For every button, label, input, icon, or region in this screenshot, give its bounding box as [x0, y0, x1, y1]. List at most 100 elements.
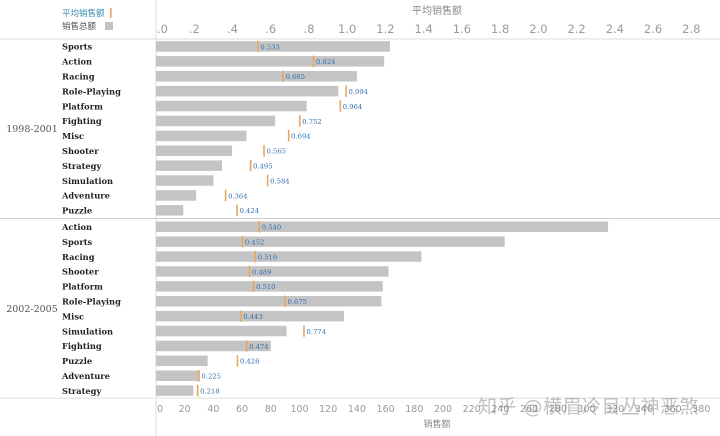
genre-label: Misc [62, 311, 84, 321]
genre-label: Strategy [62, 386, 102, 396]
avg-sales-marker [303, 325, 305, 337]
top-axis-tick-label: 2.4 [606, 22, 624, 36]
avg-sales-label: 0.225 [202, 373, 221, 381]
total-sales-bar [156, 266, 389, 277]
bottom-axis-tick-label: 100 [290, 404, 308, 415]
avg-sales-marker [236, 355, 239, 367]
avg-sales-marker [284, 295, 286, 307]
avg-sales-label: 0.752 [302, 118, 321, 126]
avg-sales-label: 0.994 [349, 88, 368, 96]
avg-sales-label: 0.675 [288, 298, 307, 306]
avg-sales-marker [249, 159, 252, 172]
genre-label: Fighting [62, 116, 102, 126]
avg-sales-marker [258, 221, 261, 233]
avg-sales-marker [345, 85, 347, 97]
total-sales-bar [156, 385, 194, 396]
avg-sales-label: 0.452 [245, 238, 264, 246]
bottom-axis-tick-label: 160 [377, 404, 395, 415]
top-axis-ticks: .0 .2 .4 .6 .8 1.0 1.2 1.4 1.6 1.8 2.0 2.2 2.4 2.6 2.8 [157, 22, 700, 36]
avg-sales-marker [266, 174, 269, 187]
avg-sales-label: 0.694 [291, 133, 310, 141]
avg-sales-marker [257, 40, 259, 53]
top-axis-tick-label: 1.0 [338, 22, 356, 36]
bottom-axis-tick-label: 320 [606, 404, 624, 415]
legend-avg-label: 平均销售额 [62, 8, 105, 19]
avg-sales-label: 0.540 [262, 224, 281, 232]
avg-sales-label: 0.443 [243, 313, 262, 321]
total-sales-bar [156, 296, 382, 307]
total-sales-bar [156, 340, 271, 352]
avg-sales-marker [287, 130, 290, 142]
total-sales-bar [156, 236, 505, 247]
avg-sales-label: 0.426 [240, 358, 259, 366]
total-sales-bar [156, 41, 390, 52]
bottom-axis-tick-label: 180 [405, 404, 423, 415]
avg-sales-label: 0.665 [286, 73, 305, 81]
total-sales-bar [156, 251, 422, 262]
total-sales-bar [156, 370, 200, 381]
bottom-axis-tick-label: 360 [664, 404, 682, 415]
bottom-axis-tick-label: 280 [549, 404, 567, 415]
total-sales-bar [156, 355, 208, 367]
avg-sales-marker [339, 100, 342, 112]
plot-area: 1998-2001 Sports 0.533 Action 0.824 Racing 0.6… [6, 40, 609, 397]
avg-sales-label: 0.519 [258, 253, 277, 261]
top-axis-tick-label: 1.4 [415, 22, 433, 36]
total-sales-bar [156, 221, 609, 232]
genre-label: Action [61, 57, 92, 67]
top-axis-tick-label: 2.6 [644, 22, 662, 36]
avg-sales-marker [254, 250, 257, 263]
bottom-axis-tick-label: 300 [577, 404, 595, 415]
bottom-axis-tick-label: 40 [207, 404, 219, 415]
avg-sales-label: 0.495 [253, 162, 272, 170]
genre-label: Platform [62, 101, 103, 111]
total-sales-bar [156, 175, 214, 186]
avg-sales-label: 0.218 [200, 387, 219, 395]
genre-label: Platform [62, 282, 103, 292]
bottom-axis-tick-label: 220 [463, 404, 481, 415]
genre-label: Simulation [62, 326, 113, 336]
total-sales-bar [156, 205, 184, 216]
genre-label: Puzzle [62, 356, 92, 366]
total-sales-bar [156, 85, 339, 97]
genre-label: Adventure [61, 191, 110, 201]
avg-sales-label: 0.364 [228, 192, 247, 200]
group-label: 1998-2001 [6, 124, 58, 135]
total-sales-bar [156, 190, 197, 201]
top-axis-tick-label: .8 [303, 22, 314, 36]
bottom-axis-title: 销售额 [423, 418, 450, 430]
total-sales-bar [156, 160, 223, 171]
total-sales-bar [156, 325, 287, 337]
top-axis-tick-label: 1.8 [491, 22, 509, 36]
top-axis-tick-label: 2.0 [529, 22, 547, 36]
legend-total-label: 销售总额 [62, 21, 97, 32]
avg-sales-marker [252, 280, 255, 293]
bottom-axis-tick-label: 200 [434, 404, 452, 415]
total-sales-bar [156, 145, 233, 156]
avg-sales-marker [248, 265, 251, 278]
avg-sales-label: 0.489 [252, 268, 271, 276]
avg-sales-marker [239, 310, 242, 322]
top-axis-tick-label: .0 [157, 22, 168, 36]
bottom-axis-tick-label: 140 [348, 404, 366, 415]
avg-sales-label: 0.424 [240, 207, 259, 215]
genre-label: Simulation [62, 176, 113, 186]
bottom-axis-tick-label: 0 [157, 404, 163, 415]
avg-sales-label: 0.964 [343, 103, 362, 111]
bottom-axis-tick-label: 80 [265, 404, 277, 415]
total-sales-bar [156, 100, 307, 112]
bottom-axis-tick-label: 20 [179, 404, 191, 415]
legend-total-swatch [105, 22, 113, 30]
top-axis-title: 平均销售额 [412, 4, 462, 17]
genre-label: Role-Playing [62, 86, 121, 96]
total-sales-bar [156, 310, 344, 322]
total-sales-bar [156, 130, 247, 142]
avg-sales-label: 0.565 [267, 148, 286, 156]
top-axis-tick-label: 2.8 [682, 22, 700, 36]
top-axis-tick-label: .6 [265, 22, 276, 36]
bottom-axis-tick-label: 380 [692, 404, 710, 415]
avg-sales-label: 0.533 [260, 43, 279, 51]
avg-sales-marker [245, 340, 248, 352]
legend-avg-swatch [110, 8, 112, 18]
